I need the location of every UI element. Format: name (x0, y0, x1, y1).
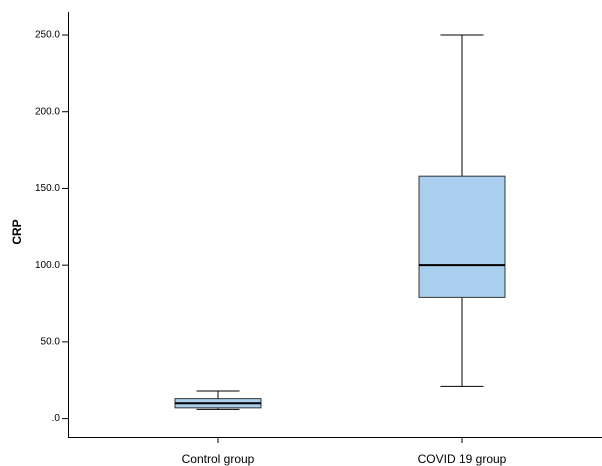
x-tick-label: Control group (182, 452, 255, 466)
x-tick-label: COVID 19 group (418, 452, 507, 466)
y-tick-label: 100.0 (35, 260, 60, 271)
box (418, 175, 506, 298)
y-tick-label: 250.0 (35, 30, 60, 41)
y-tick-label: 200.0 (35, 106, 60, 117)
y-axis-label: CRP (10, 219, 24, 244)
y-tick-label: 150.0 (35, 183, 60, 194)
y-tick-label: .0 (52, 413, 61, 424)
y-tick-label: 50.0 (41, 337, 61, 348)
